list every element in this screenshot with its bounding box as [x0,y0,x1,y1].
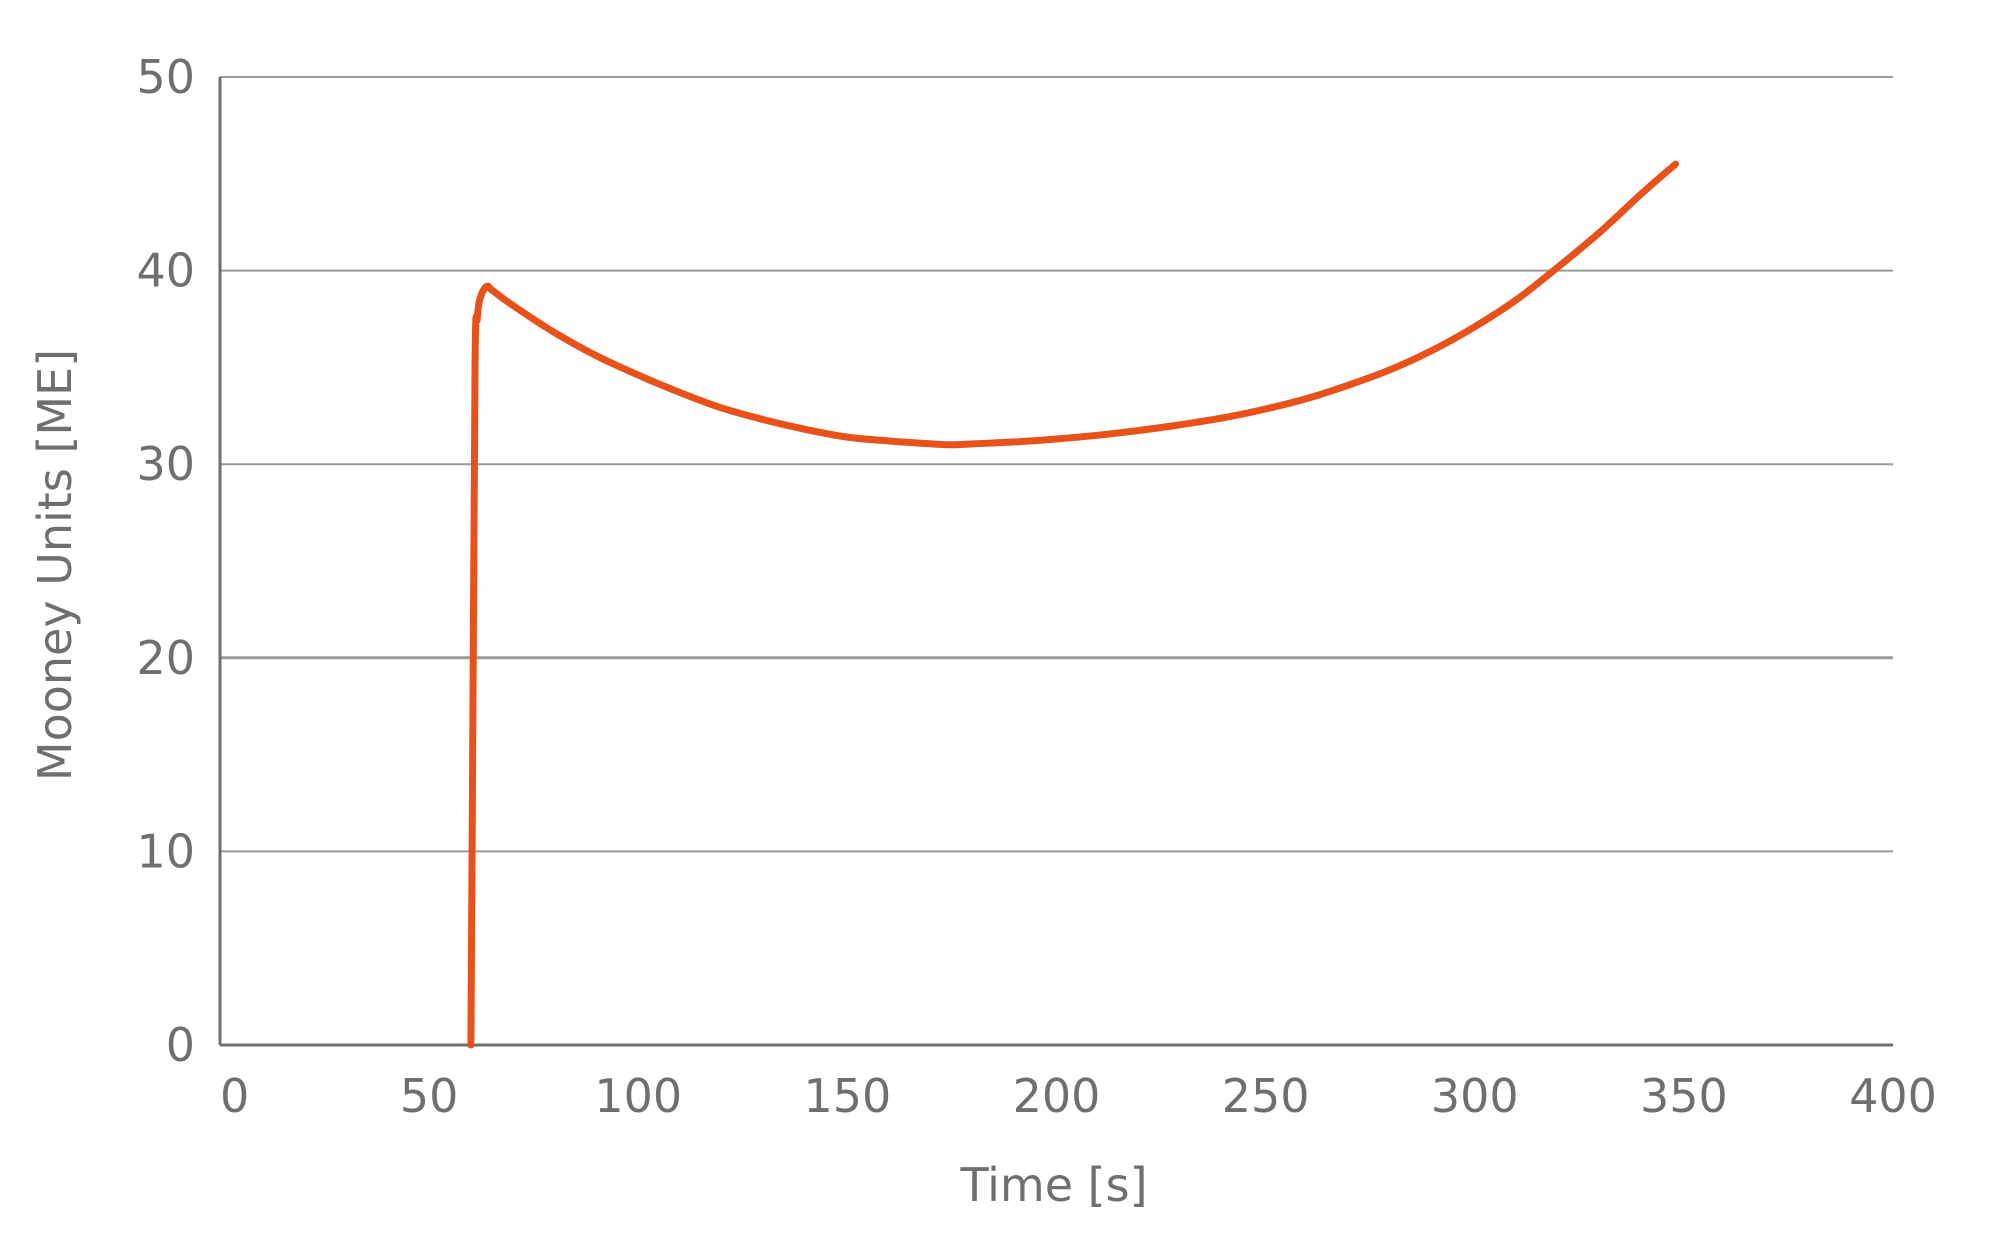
y-tick-label-30: 30 [136,437,195,491]
x-tick-label-300: 300 [1431,1069,1519,1123]
x-tick-label-250: 250 [1222,1069,1310,1123]
x-tick-label-50: 50 [400,1069,459,1123]
x-tick-label-400: 400 [1849,1069,1937,1123]
tick-labels: 0 10 20 30 40 50 0 50 100 150 200 250 300 350 400 [136,50,1936,1123]
y-tick-label-10: 10 [136,824,195,878]
x-axis-title: Time [s] [959,1158,1147,1212]
series-line-0 [467,160,1679,1049]
y-tick-label-50: 50 [136,50,195,104]
y-tick-label-40: 40 [136,244,195,298]
series-layer [467,160,1679,1049]
x-tick-label-0: 0 [220,1069,249,1123]
y-axis-title: Mooney Units [ME] [28,349,82,781]
y-tick-label-20: 20 [136,631,195,685]
x-tick-label-150: 150 [803,1069,891,1123]
x-tick-label-350: 350 [1640,1069,1728,1123]
y-tick-label-0: 0 [166,1018,195,1072]
x-tick-label-200: 200 [1013,1069,1101,1123]
axes [218,77,1893,1047]
grid-lines [220,76,1893,853]
x-tick-label-100: 100 [594,1069,682,1123]
